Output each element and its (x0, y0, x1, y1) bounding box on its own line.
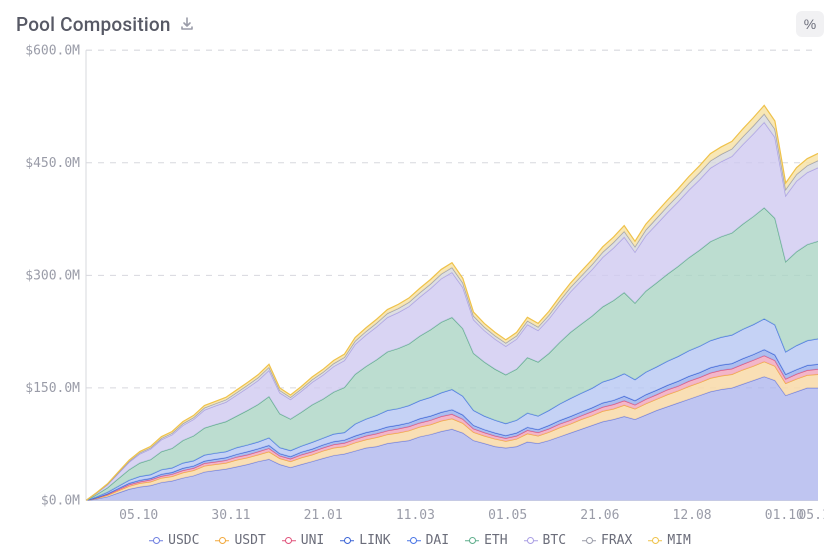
legend-label: FRAX (601, 533, 632, 548)
legend-marker-icon (215, 537, 229, 545)
chart-header: Pool Composition % (16, 8, 824, 40)
svg-text:$150.0M: $150.0M (25, 381, 80, 396)
legend-marker-icon (582, 537, 596, 545)
svg-text:01.05: 01.05 (488, 508, 527, 523)
chart-legend: USDC USDT UNI LINK DAI ETH BTC FRAX MIM (16, 529, 824, 548)
legend-item-USDC[interactable]: USDC (149, 533, 199, 548)
svg-text:21.06: 21.06 (580, 508, 619, 523)
legend-label: BTC (543, 533, 566, 548)
legend-item-MIM[interactable]: MIM (648, 533, 690, 548)
svg-text:11.03: 11.03 (396, 508, 435, 523)
legend-marker-icon (149, 537, 163, 545)
legend-marker-icon (407, 537, 421, 545)
chart-title: Pool Composition (16, 13, 171, 36)
legend-item-UNI[interactable]: UNI (282, 533, 324, 548)
title-group: Pool Composition (16, 13, 195, 36)
legend-marker-icon (282, 537, 296, 545)
legend-item-BTC[interactable]: BTC (524, 533, 566, 548)
download-icon[interactable] (179, 16, 195, 32)
legend-marker-icon (340, 537, 354, 545)
svg-text:$450.0M: $450.0M (25, 156, 80, 171)
svg-text:05.10: 05.10 (119, 508, 158, 523)
legend-marker-icon (648, 537, 662, 545)
pool-composition-chart: $0.0M $150.0M $300.0M $450.0M $600.0M 05.10 30… (16, 40, 824, 529)
svg-text:12.08: 12.08 (673, 508, 712, 523)
svg-text:$300.0M: $300.0M (25, 268, 80, 283)
percent-toggle-button[interactable]: % (796, 11, 824, 37)
legend-label: LINK (359, 533, 390, 548)
legend-item-ETH[interactable]: ETH (465, 533, 507, 548)
svg-text:$600.0M: $600.0M (25, 43, 80, 58)
svg-text:21.01: 21.01 (304, 508, 343, 523)
legend-label: MIM (667, 533, 690, 548)
legend-marker-icon (524, 537, 538, 545)
svg-text:30.11: 30.11 (211, 508, 250, 523)
svg-text:$0.0M: $0.0M (41, 493, 80, 508)
legend-item-LINK[interactable]: LINK (340, 533, 390, 548)
legend-label: DAI (426, 533, 449, 548)
legend-label: ETH (484, 533, 507, 548)
svg-text:05.12: 05.12 (798, 508, 824, 523)
legend-label: USDT (234, 533, 265, 548)
legend-item-DAI[interactable]: DAI (407, 533, 449, 548)
legend-marker-icon (465, 537, 479, 545)
legend-label: USDC (168, 533, 199, 548)
legend-label: UNI (301, 533, 324, 548)
legend-item-FRAX[interactable]: FRAX (582, 533, 632, 548)
legend-item-USDT[interactable]: USDT (215, 533, 265, 548)
